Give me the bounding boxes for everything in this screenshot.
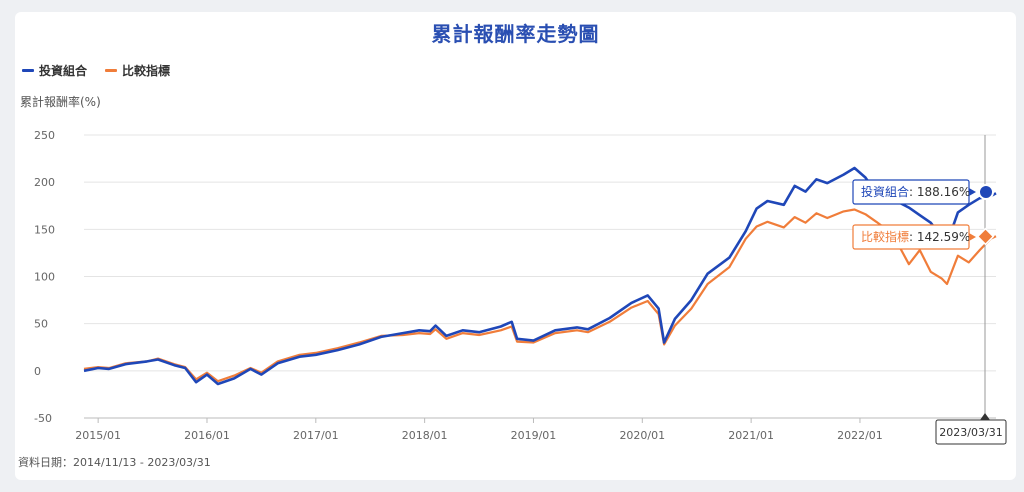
x-tick-label: 2015/01 <box>75 429 121 442</box>
legend-label-portfolio: 投資組合 <box>39 64 88 78</box>
x-tick-label: 2018/01 <box>402 429 448 442</box>
benchmark-marker[interactable] <box>976 227 995 246</box>
y-tick-label: 100 <box>34 271 55 284</box>
y-tick-label: 50 <box>34 318 48 331</box>
x-tick-label: 2021/01 <box>728 429 774 442</box>
x-axis-ticks: 2015/01 2016/01 2017/01 2018/01 2019/01 2020/… <box>75 418 883 442</box>
grid-lines <box>84 134 996 419</box>
portfolio-tooltip-pointer <box>969 188 976 196</box>
y-tick-label: 250 <box>34 129 55 142</box>
legend-label-benchmark: 比較指標 <box>122 64 171 78</box>
y-tick-label: 200 <box>34 176 55 189</box>
tooltip-overlay: 投資組合: 188.16% 比較指標: 142.59% 2023/03/31 <box>852 135 1007 445</box>
data-date-range: 資料日期：2014/11/13 - 2023/03/31 <box>18 456 211 469</box>
legend-swatch-portfolio <box>22 69 34 72</box>
x-tick-label: 2016/01 <box>184 429 230 442</box>
y-tick-label: 0 <box>34 365 41 378</box>
portfolio-tooltip-text: 投資組合: 188.16% <box>861 184 970 199</box>
y-axis-label: 累計報酬率(%) <box>20 95 101 109</box>
date-tooltip-box <box>935 419 1007 445</box>
portfolio-tooltip-value: 188.16% <box>917 185 970 199</box>
y-tick-label: 150 <box>34 223 55 236</box>
y-tick-label: -50 <box>34 412 52 425</box>
legend-item-portfolio[interactable]: 投資組合 <box>22 62 87 79</box>
date-tooltip-pointer <box>980 413 990 420</box>
chart-legend: 投資組合 比較指標 <box>22 62 170 79</box>
x-tick-label: 2017/01 <box>293 429 339 442</box>
series-line-benchmark[interactable] <box>83 208 997 383</box>
y-axis-ticks: -50 0 50 100 150 200 250 <box>34 129 55 425</box>
chart-title: 累計報酬率走勢圖 <box>431 22 600 46</box>
benchmark-tooltip-value: 142.59% <box>917 230 970 244</box>
date-tooltip-text: 2023/03/31 <box>939 426 1002 439</box>
benchmark-tooltip-text: 比較指標: 142.59% <box>861 229 970 244</box>
x-tick-label: 2022/01 <box>837 429 883 442</box>
legend-swatch-benchmark <box>105 69 118 72</box>
benchmark-tooltip-label: 比較指標 <box>861 229 909 244</box>
portfolio-tooltip-label: 投資組合 <box>861 184 909 199</box>
chart-card <box>15 12 1016 480</box>
x-tick-label: 2019/01 <box>511 429 557 442</box>
portfolio-marker[interactable] <box>978 184 994 200</box>
x-tick-label: 2020/01 <box>619 429 665 442</box>
legend-item-benchmark[interactable]: 比較指標 <box>105 62 170 79</box>
benchmark-tooltip-pointer <box>969 233 976 241</box>
